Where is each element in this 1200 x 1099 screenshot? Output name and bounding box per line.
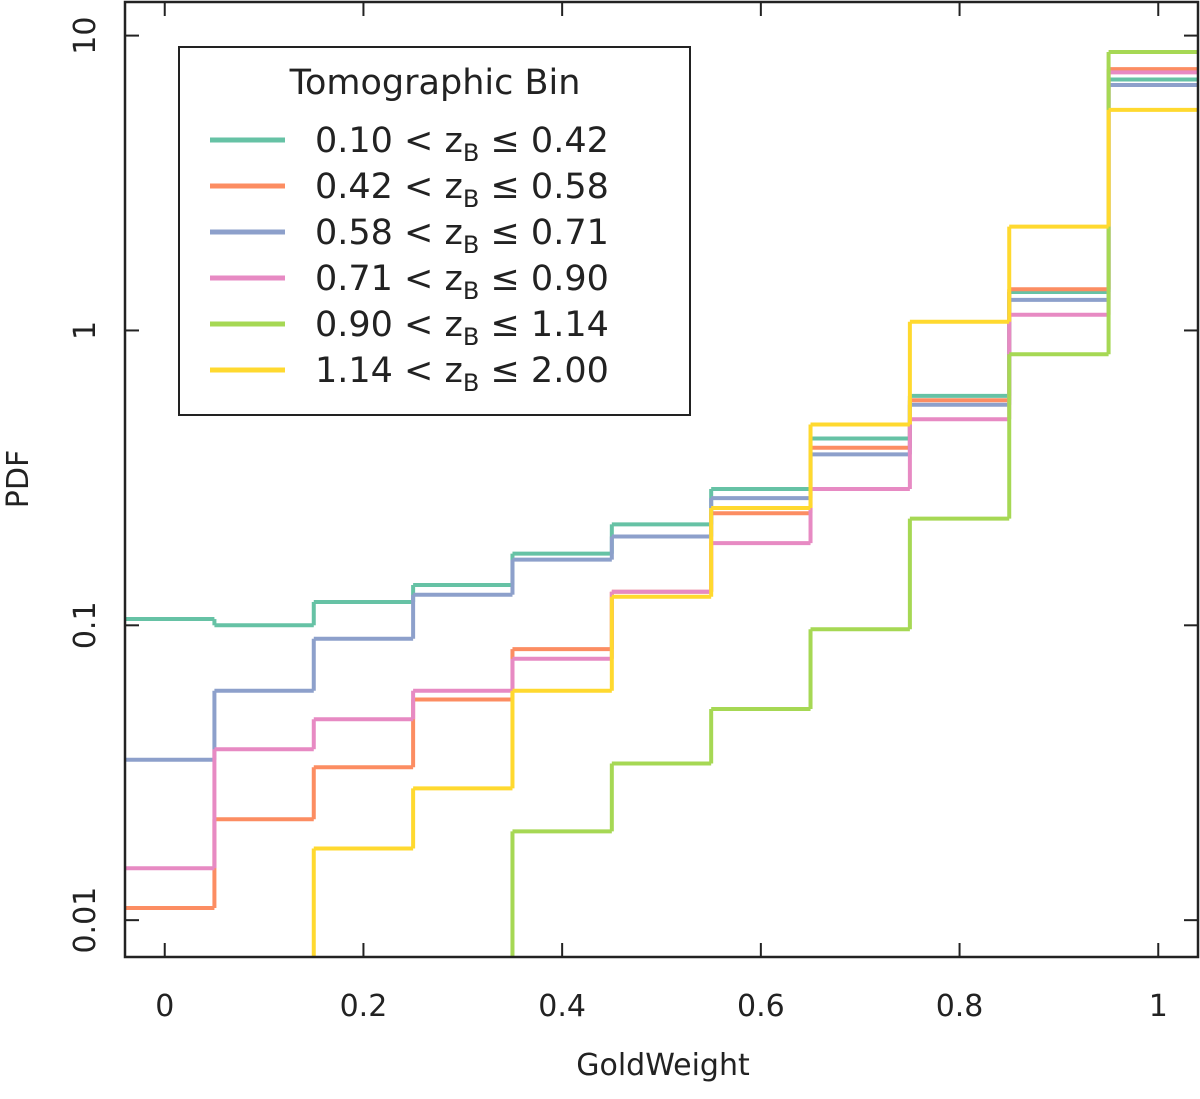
y-tick-label: 0.01 — [68, 887, 103, 954]
legend-label: 0.90 < zB ≤ 1.14 — [315, 305, 609, 351]
legend: Tomographic Bin 0.10 < zB ≤ 0.420.42 < zB… — [178, 46, 691, 416]
x-tick-label: 0.4 — [538, 989, 586, 1024]
x-tick-label: 1 — [1149, 989, 1168, 1024]
x-tick-label: 0.6 — [737, 989, 785, 1024]
x-tick-label: 0.8 — [936, 989, 984, 1024]
legend-label: 0.42 < zB ≤ 0.58 — [315, 167, 609, 213]
plot-area — [125, 49, 1198, 957]
y-tick-label: 10 — [68, 17, 103, 55]
x-tick-label: 0 — [155, 989, 174, 1024]
legend-label: 1.14 < zB ≤ 2.00 — [315, 351, 609, 397]
x-axis-label: GoldWeight — [576, 1048, 750, 1083]
plot-frame — [123, 0, 1200, 959]
legend-title: Tomographic Bin — [289, 63, 581, 103]
axes: 0.01 0.1 1 10 0 0.2 0.4 0.6 0.8 1 — [68, 0, 1200, 1024]
y-axis-label: PDF — [1, 450, 36, 508]
y-tick-label: 0.1 — [68, 601, 103, 649]
legend-label: 0.10 < zB ≤ 0.42 — [315, 121, 609, 167]
legend-label: 0.58 < zB ≤ 0.71 — [315, 213, 609, 259]
y-tick-label: 1 — [68, 321, 103, 340]
legend-label: 0.71 < zB ≤ 0.90 — [315, 259, 609, 305]
x-tick-label: 0.2 — [340, 989, 388, 1024]
